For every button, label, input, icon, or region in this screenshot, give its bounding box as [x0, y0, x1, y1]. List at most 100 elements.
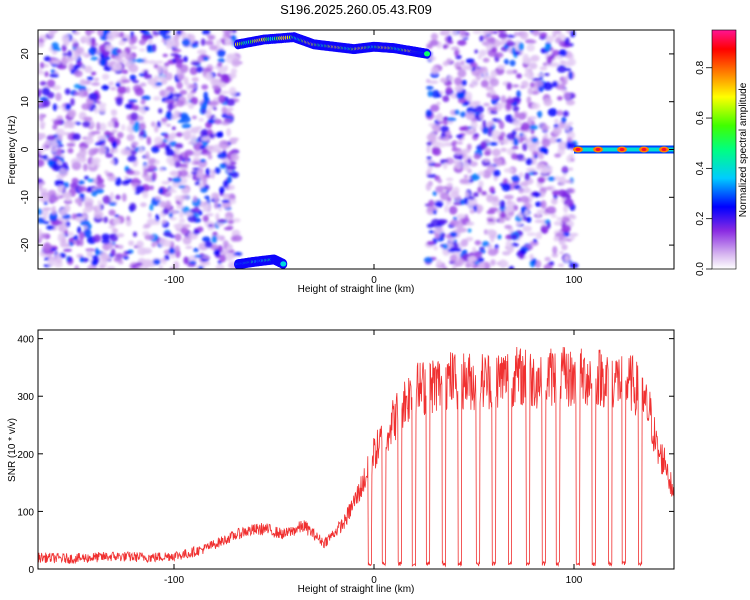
heatmap-cell	[130, 149, 137, 156]
heatmap-cell	[108, 209, 116, 216]
heatmap-cell	[161, 219, 167, 225]
heatmap-cell	[494, 247, 499, 254]
heatmap-cell	[81, 51, 86, 57]
heatmap-cell	[93, 77, 100, 82]
heatmap-cell	[142, 190, 149, 199]
heatmap-cell	[558, 176, 567, 185]
heatmap-cell	[168, 234, 176, 239]
heatmap-cell	[454, 86, 463, 93]
heatmap-cell	[200, 101, 208, 111]
heatmap-cell	[84, 175, 90, 180]
heatmap-cell	[141, 95, 151, 101]
heatmap-cell	[423, 256, 433, 264]
heatmap-cell	[221, 106, 228, 114]
heatmap-cell	[482, 120, 487, 129]
heatmap-cell	[57, 134, 63, 141]
heatmap-cell	[441, 136, 450, 142]
heatmap-cell	[465, 236, 474, 242]
heatmap-cell	[506, 133, 516, 141]
heatmap-cell	[84, 136, 94, 145]
heatmap-cell	[526, 232, 537, 237]
heatmap-cell	[460, 60, 465, 66]
heatmap-cell	[143, 258, 153, 268]
heatmap-cell	[496, 119, 502, 124]
heatmap-cell	[225, 254, 234, 262]
heatmap-cell	[541, 138, 551, 147]
heatmap-cell	[217, 219, 227, 223]
heatmap-cell	[490, 69, 498, 79]
heatmap-cell	[471, 78, 479, 87]
heatmap-cell	[454, 49, 459, 57]
heatmap-cell	[560, 216, 571, 223]
heatmap-cell	[125, 86, 131, 94]
heatmap-cell	[492, 217, 498, 221]
heatmap-cell	[463, 174, 468, 179]
heatmap-cell	[167, 177, 173, 182]
heatmap-cell	[57, 185, 64, 193]
heatmap-noise	[38, 30, 579, 269]
heatmap-cell	[481, 191, 487, 196]
heatmap-cell	[531, 257, 537, 266]
heatmap-cell	[117, 244, 124, 250]
heatmap-cell	[207, 34, 215, 41]
heatmap-cell	[437, 178, 443, 184]
heatmap-cell	[537, 163, 546, 168]
heatmap-cell	[62, 52, 68, 57]
heatmap-cell	[201, 148, 209, 154]
heatmap-cell	[166, 41, 173, 50]
heatmap-cell	[531, 90, 540, 95]
heatmap-cell	[454, 150, 464, 155]
heatmap-cell	[168, 212, 174, 219]
heatmap-cell	[173, 109, 180, 119]
heatmap-cell	[128, 64, 139, 73]
heatmap-cell	[559, 251, 564, 255]
heatmap-cell	[433, 245, 438, 251]
heatmap-cell	[90, 131, 101, 135]
heatmap-cell	[528, 143, 537, 153]
heatmap-cell	[201, 30, 211, 35]
heatmap-cell	[95, 100, 102, 104]
heatmap-cell	[436, 101, 441, 106]
heatmap-cell	[147, 165, 157, 170]
heatmap-cell	[449, 231, 458, 238]
heatmap-cell	[121, 69, 129, 75]
heatmap-cell	[161, 117, 168, 123]
heatmap-cell	[75, 213, 84, 217]
heatmap-cell	[552, 245, 558, 255]
heatmap-cell	[163, 62, 170, 67]
x-tick-label: 0	[371, 575, 377, 586]
heatmap-cell	[521, 187, 532, 194]
heatmap-cell	[466, 221, 475, 226]
heatmap-cell	[113, 148, 119, 154]
heatmap-cell	[232, 234, 243, 242]
heatmap-cell	[63, 123, 69, 129]
heatmap-cell	[138, 136, 144, 141]
heatmap-cell	[224, 30, 230, 38]
heatmap-cell	[490, 259, 496, 266]
heatmap-cell	[480, 140, 488, 150]
heatmap-cell	[192, 157, 201, 162]
heatmap-cell	[488, 125, 493, 135]
heatmap-cell	[445, 182, 454, 187]
heatmap-cell	[59, 208, 67, 216]
heatmap-cell	[505, 102, 512, 111]
heatmap-cell	[538, 153, 545, 160]
heatmap-cell	[543, 73, 550, 77]
heatmap-cell	[196, 171, 204, 179]
heatmap-cell	[558, 239, 566, 246]
heatmap-cell	[564, 179, 573, 184]
heatmap-cell	[108, 202, 117, 206]
heatmap-cell	[164, 134, 169, 139]
heatmap-cell	[444, 157, 455, 165]
heatmap-cell	[569, 233, 575, 241]
heatmap-cell	[550, 214, 557, 218]
heatmap-cell	[540, 225, 549, 234]
heatmap-cell	[164, 100, 172, 104]
heatmap-cell	[55, 220, 63, 225]
heatmap-cell	[456, 134, 464, 139]
heatmap-cell	[444, 204, 449, 213]
heatmap-cell	[484, 150, 491, 156]
heatmap-cell	[485, 85, 494, 92]
heatmap-cell	[158, 75, 166, 80]
colorbar: 0.0 0.2 0.4 0.6 0.8 Normalized spectral ampl…	[695, 29, 749, 276]
